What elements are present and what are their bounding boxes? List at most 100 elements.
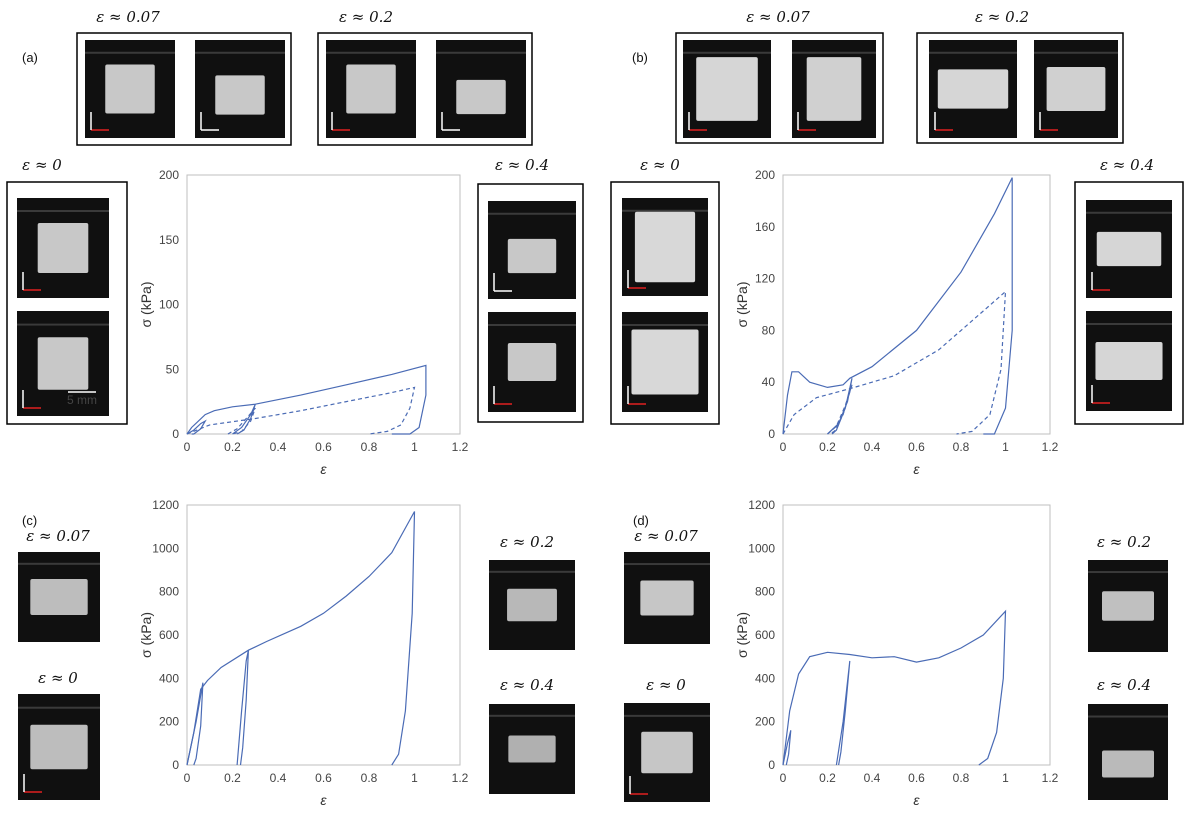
x-tick-label: 0.2	[819, 771, 836, 785]
platen-line	[18, 706, 100, 709]
specimen	[105, 64, 155, 114]
y-tick-label: 200	[159, 168, 179, 182]
specimen-photo	[326, 40, 416, 138]
y-tick-label: 200	[159, 715, 179, 729]
x-tick-label: 0.6	[908, 440, 925, 454]
x-axis-label: ε	[913, 792, 920, 808]
specimen-photo	[17, 198, 109, 298]
platen-line	[1034, 51, 1118, 54]
x-tick-label: 0	[780, 440, 787, 454]
y-tick-label: 150	[159, 233, 179, 247]
x-axis-label: ε	[320, 461, 327, 477]
y-tick-label: 1000	[152, 541, 179, 555]
specimen-photo	[17, 311, 109, 416]
y-tick-label: 600	[159, 628, 179, 642]
chart-b: 0 0.2 0.4 0.6 0.8 1 1.2 0 40 80 120 160 200 ε σ (kPa)	[734, 168, 1059, 477]
specimen-photo	[622, 198, 708, 296]
series-line-a-1	[186, 419, 207, 435]
specimen-photo	[624, 552, 710, 644]
series-line-c-2	[236, 650, 249, 766]
panel-label-c: (c)	[22, 513, 37, 528]
y-axis-label: σ (kPa)	[734, 282, 750, 328]
specimen	[640, 580, 694, 616]
series-line-c-0	[186, 511, 416, 766]
y-tick-label: 0	[768, 427, 775, 441]
specimen-photo	[1088, 704, 1168, 800]
platen-line	[1086, 211, 1172, 214]
platen-line	[624, 714, 710, 717]
platen-line	[195, 51, 285, 54]
specimen-photo	[1086, 200, 1172, 298]
y-tick-label: 800	[159, 585, 179, 599]
platen-line	[683, 51, 771, 54]
series-line-a-4	[227, 407, 256, 435]
y-tick-label: 400	[159, 671, 179, 685]
series-line-c-1	[186, 682, 204, 766]
platen-line	[929, 51, 1017, 54]
x-tick-label: 0.4	[270, 440, 287, 454]
specimen	[937, 69, 1009, 109]
platen-line	[1088, 571, 1168, 574]
y-tick-label: 80	[762, 323, 776, 337]
x-tick-label: 0.6	[908, 771, 925, 785]
specimen	[641, 731, 693, 774]
series-line-b-3	[827, 384, 853, 435]
series-line-a-0	[186, 364, 427, 435]
specimen	[30, 724, 88, 770]
y-tick-label: 400	[755, 671, 775, 685]
photo-frame	[675, 32, 884, 144]
strain-label-c-007: ε ≈ 0.07	[26, 527, 90, 545]
x-tick-label: 0.4	[270, 771, 287, 785]
specimen	[215, 75, 265, 115]
y-tick-label: 1200	[748, 498, 775, 512]
chart-d: 0 0.2 0.4 0.6 0.8 1 1.2 0 200 400 600 800 1000 1200 ε σ…	[734, 498, 1059, 808]
strain-label-c-02: ε ≈ 0.2	[500, 533, 554, 551]
platen-line	[489, 714, 575, 717]
platen-line	[1088, 715, 1168, 718]
series-line-d-0	[782, 609, 1007, 766]
y-tick-label: 50	[166, 362, 180, 376]
x-tick-label: 1.2	[1042, 440, 1059, 454]
specimen-photo	[683, 40, 771, 138]
specimen	[696, 57, 758, 121]
y-tick-label: 800	[755, 585, 775, 599]
x-tick-label: 1	[1002, 440, 1009, 454]
x-tick-label: 1.2	[452, 440, 469, 454]
specimen	[1046, 66, 1106, 112]
x-tick-label: 0.4	[864, 771, 881, 785]
x-tick-label: 0.8	[361, 440, 378, 454]
x-tick-label: 0	[780, 771, 787, 785]
x-tick-label: 0.8	[953, 440, 970, 454]
y-tick-label: 200	[755, 168, 775, 182]
x-tick-label: 1.2	[1042, 771, 1059, 785]
platen-line	[624, 563, 710, 566]
y-tick-label: 0	[768, 758, 775, 772]
strain-label-b-04: ε ≈ 0.4	[1100, 156, 1154, 174]
x-tick-label: 0.8	[953, 771, 970, 785]
specimen	[346, 64, 396, 114]
specimen-photo	[195, 40, 285, 138]
x-tick-label: 1.2	[452, 771, 469, 785]
specimen-photo	[436, 40, 526, 138]
specimen-photo	[488, 201, 576, 299]
scale-bar-label: 5 mm	[67, 393, 97, 407]
specimen-photo	[488, 312, 576, 412]
specimen-photo	[929, 40, 1017, 138]
strain-label-b-0: ε ≈ 0	[640, 156, 680, 174]
specimen-photo	[18, 694, 100, 800]
series-line-d-1	[782, 730, 792, 766]
platen-line	[17, 323, 109, 326]
x-tick-label: 1	[1002, 771, 1009, 785]
x-tick-label: 0.2	[819, 440, 836, 454]
panel-label-d: (d)	[633, 513, 649, 528]
y-tick-label: 600	[755, 628, 775, 642]
x-tick-label: 0.2	[224, 440, 241, 454]
specimen	[1102, 750, 1154, 778]
strain-label-a-0: ε ≈ 0	[22, 156, 62, 174]
series-line-a-3	[186, 386, 416, 435]
specimen-photo	[624, 703, 710, 802]
x-tick-label: 0.8	[361, 771, 378, 785]
platen-line	[792, 51, 876, 54]
x-tick-label: 0.2	[224, 771, 241, 785]
specimen-photo	[18, 552, 100, 642]
